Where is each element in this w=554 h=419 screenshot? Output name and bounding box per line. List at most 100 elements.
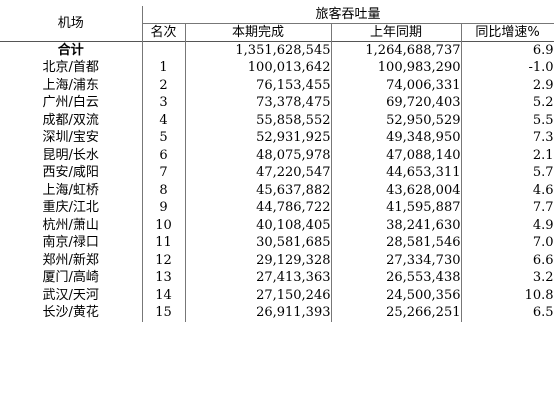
header-row-2: 名次 本期完成 上年同期 同比增速% 本: [0, 23, 554, 42]
last-year-value: 44,653,311: [330, 164, 461, 182]
growth-value: 4.9: [460, 216, 554, 234]
current-value: 40,108,405: [184, 216, 331, 234]
airport-name: 南京/禄口: [42, 235, 99, 251]
airport-column-header: 机场: [57, 16, 84, 31]
table-row: 成都/双流 4 55,858,552 52,950,529 5.5: [0, 111, 554, 129]
growth-value: -1.0: [460, 59, 554, 77]
airport-name: 厦门/高崎: [42, 270, 99, 286]
airport-name: 重庆/江北: [42, 200, 99, 216]
growth-value: 3.2: [460, 269, 554, 287]
total-current: 1,351,628,545: [184, 41, 331, 59]
last-year-value: 26,553,438: [330, 269, 461, 287]
rank-value: 2: [141, 76, 185, 94]
airport-name: 杭州/萧山: [42, 217, 99, 233]
rank-value: 9: [141, 199, 185, 217]
airport-rows: 北京/首都 1 100,013,642 100,983,290 -1.0 上海/浦东 2 76…: [0, 59, 554, 322]
airport-name: 广州/白云: [42, 95, 99, 111]
last-year-value: 100,983,290: [330, 59, 461, 77]
airport-name: 上海/虹桥: [42, 182, 99, 198]
total-label: 合计: [0, 41, 142, 59]
last-year-value: 47,088,140: [330, 146, 461, 164]
airport-name: 北京/首都: [42, 60, 99, 76]
last-year-value: 69,720,403: [330, 94, 461, 112]
last-year-value: 52,950,529: [330, 111, 461, 129]
current-period-column-header: 本期完成: [184, 23, 331, 42]
growth-value: 4.6: [460, 181, 554, 199]
growth-value: 7.0: [460, 234, 554, 252]
table-row: 广州/白云 3 73,378,475 69,720,403 5.2: [0, 94, 554, 112]
rank-value: 8: [141, 181, 185, 199]
current-value: 30,581,685: [184, 234, 331, 252]
passenger-throughput-table: 机场 旅客吞吐量 名次 本期完成 上年同期 同比增速% 本 合计 1,351,6…: [0, 6, 554, 322]
growth-value: 5.5: [460, 111, 554, 129]
growth-value: 10.8: [460, 286, 554, 304]
growth-value: 6.6: [460, 251, 554, 269]
table-row: 南京/禄口 11 30,581,685 28,581,546 7.0: [0, 234, 554, 252]
rank-value: 12: [141, 251, 185, 269]
growth-value: 7.7: [460, 199, 554, 217]
current-value: 27,150,246: [184, 286, 331, 304]
passenger-throughput-header: 旅客吞吐量: [141, 6, 554, 24]
current-value: 76,153,455: [184, 76, 331, 94]
last-year-value: 43,628,004: [330, 181, 461, 199]
rank-value: 4: [141, 111, 185, 129]
current-value: 44,786,722: [184, 199, 331, 217]
table-row: 西安/咸阳 7 47,220,547 44,653,311 5.7: [0, 164, 554, 182]
rank-value: 5: [141, 129, 185, 147]
rank-value: 15: [141, 304, 185, 322]
airport-name: 上海/浦东: [42, 77, 99, 93]
growth-value: 2.1: [460, 146, 554, 164]
rank-value: 10: [141, 216, 185, 234]
growth-value: 7.3: [460, 129, 554, 147]
table-row: 上海/虹桥 8 45,637,882 43,628,004 4.6: [0, 181, 554, 199]
table-row: 武汉/天河 14 27,150,246 24,500,356 10.8: [0, 286, 554, 304]
current-value: 27,413,363: [184, 269, 331, 287]
current-value: 55,858,552: [184, 111, 331, 129]
growth-value: 6.5: [460, 304, 554, 322]
current-value: 29,129,328: [184, 251, 331, 269]
last-year-value: 24,500,356: [330, 286, 461, 304]
table-row: 郑州/新郑 12 29,129,328 27,334,730 6.6: [0, 251, 554, 269]
total-growth: 6.9: [460, 41, 554, 59]
table-row: 长沙/黄花 15 26,911,393 25,266,251 6.5: [0, 304, 554, 322]
rank-value: 7: [141, 164, 185, 182]
table-row: 上海/浦东 2 76,153,455 74,006,331 2.9: [0, 76, 554, 94]
table-row: 重庆/江北 9 44,786,722 41,595,887 7.7: [0, 199, 554, 217]
rank-column-header: 名次: [141, 23, 185, 42]
last-year-value: 41,595,887: [330, 199, 461, 217]
table-row: 深圳/宝安 5 52,931,925 49,348,950 7.3: [0, 129, 554, 147]
last-year-value: 49,348,950: [330, 129, 461, 147]
current-value: 100,013,642: [184, 59, 331, 77]
current-value: 26,911,393: [184, 304, 331, 322]
airport-name: 昆明/长水: [42, 147, 99, 163]
current-value: 47,220,547: [184, 164, 331, 182]
airport-name: 西安/咸阳: [42, 165, 99, 181]
rank-value: 11: [141, 234, 185, 252]
table-row: 厦门/高崎 13 27,413,363 26,553,438 3.2: [0, 269, 554, 287]
table-row: 杭州/萧山 10 40,108,405 38,241,630 4.9: [0, 216, 554, 234]
last-year-value: 28,581,546: [330, 234, 461, 252]
table-row: 昆明/长水 6 48,075,978 47,088,140 2.1: [0, 146, 554, 164]
current-value: 45,637,882: [184, 181, 331, 199]
rank-value: 1: [141, 59, 185, 77]
rank-value: 3: [141, 94, 185, 112]
rank-value: 6: [141, 146, 185, 164]
current-value: 73,378,475: [184, 94, 331, 112]
total-row: 合计 1,351,628,545 1,264,688,737 6.9: [0, 41, 554, 59]
airport-name: 深圳/宝安: [42, 130, 99, 146]
current-value: 48,075,978: [184, 146, 331, 164]
rank-value: 14: [141, 286, 185, 304]
rank-value: 13: [141, 269, 185, 287]
table-row: 北京/首都 1 100,013,642 100,983,290 -1.0: [0, 59, 554, 77]
last-year-value: 25,266,251: [330, 304, 461, 322]
current-value: 52,931,925: [184, 129, 331, 147]
last-year-value: 38,241,630: [330, 216, 461, 234]
growth-value: 5.2: [460, 94, 554, 112]
last-year-value: 74,006,331: [330, 76, 461, 94]
airport-name: 武汉/天河: [42, 287, 99, 303]
airport-name: 郑州/新郑: [42, 252, 99, 268]
growth-value: 2.9: [460, 76, 554, 94]
airport-name: 成都/双流: [42, 112, 99, 128]
header-row-1: 机场 旅客吞吐量: [0, 6, 554, 31]
growth-column-header: 同比增速%: [460, 23, 554, 42]
